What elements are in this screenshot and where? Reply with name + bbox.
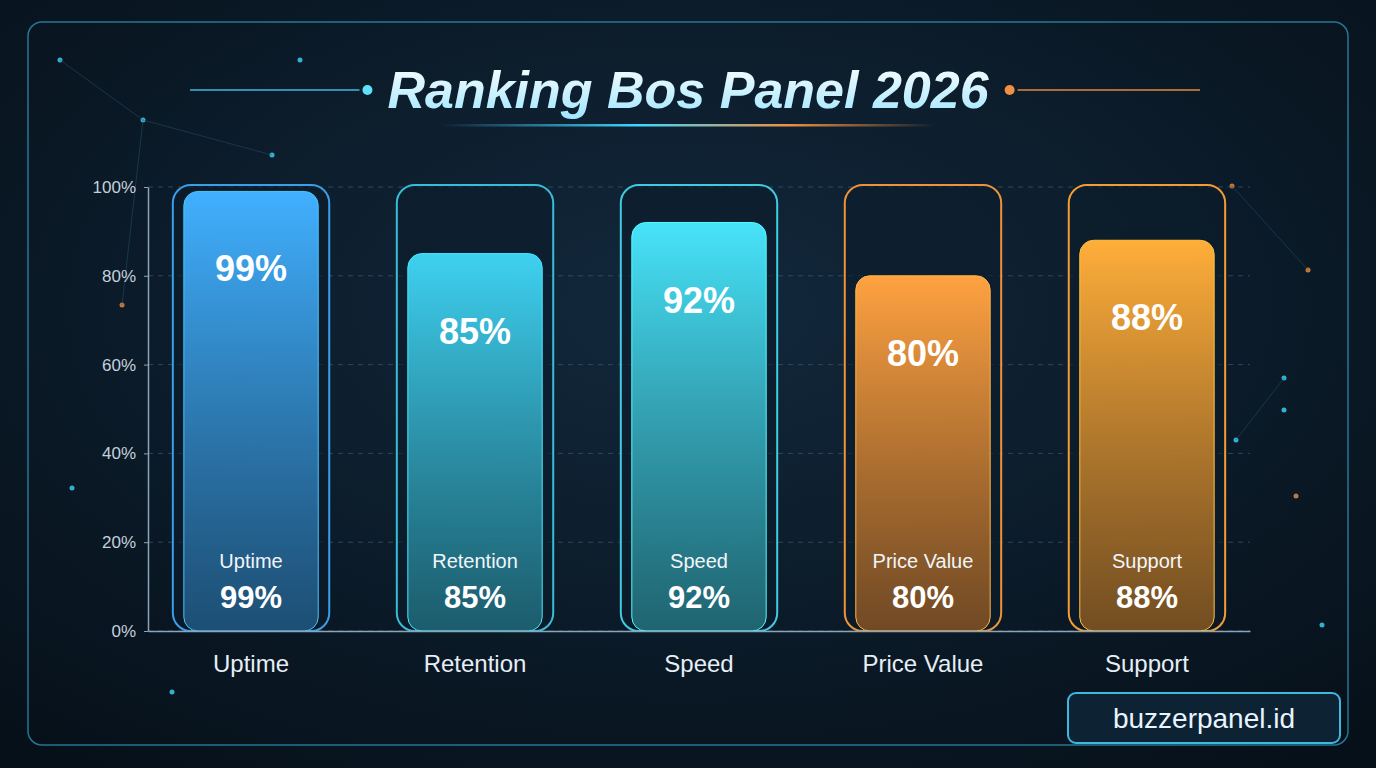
x-tick: Retention [424,631,527,677]
annotation-badge [1068,693,1340,743]
x-axis-line [149,631,1251,633]
y-tick: 60% [102,356,148,375]
chart-title: Ranking Bos Panel 2026 [387,61,989,119]
bar-track [1069,185,1225,631]
background-dot [1294,494,1299,499]
y-tick: 20% [102,533,148,552]
y-tick-mark [144,631,148,632]
background-dot [1282,408,1287,413]
bar-track [173,185,329,631]
y-tick-mark [144,453,148,454]
background-line [1232,186,1308,270]
data-label: 99% [215,248,287,289]
background-dot [298,58,303,63]
title-deco-dot [362,85,372,95]
bar [632,223,766,631]
y-tick-mark [144,365,148,366]
data-label: 85% [439,311,511,352]
y-tick-label: 40% [102,444,136,463]
bar-track [845,185,1001,631]
annotation: buzzerpanel.id [1068,693,1340,743]
x-axis: Uptime Retention Speed Price Value Support [149,631,1251,677]
title-deco-dot [1005,85,1015,95]
bar-category-label: Uptime [219,550,282,572]
frame [28,22,1348,745]
x-tick-label: Speed [664,650,733,677]
background-line [143,120,272,155]
x-tick: Speed [664,631,733,677]
data-label: 80% [892,580,954,615]
title-deco-line [1018,89,1200,91]
y-tick: 0% [111,622,148,641]
data-labels: 99% Uptime 99% 85% Retention 85% 92% Speed 92% 80… [215,248,1183,615]
background-line [60,60,143,120]
data-label: 80% [887,333,959,374]
data-label: 92% [668,580,730,615]
x-tick-label: Price Value [863,650,984,677]
background-line [1236,378,1284,440]
bar-category-label: Support [1112,550,1182,572]
x-tick: Price Value [863,631,984,677]
y-tick-mark [144,187,148,188]
data-label: 99% [220,580,282,615]
bar [856,276,990,631]
bar [1080,240,1214,631]
y-axis: 0% 20% 40% 60% 80% 100% [93,178,149,641]
title-underline [440,124,936,127]
y-tick-label: 100% [93,178,136,197]
bar-category-label: Retention [432,550,518,572]
data-label: 92% [663,280,735,321]
y-tick-label: 20% [102,533,136,552]
data-label: 85% [444,580,506,615]
y-tick-mark [144,542,148,543]
grid [148,187,1250,631]
y-tick-label: 0% [111,622,136,641]
y-tick: 80% [102,267,148,286]
bar [184,191,318,631]
background-dot [1320,623,1325,628]
chart-canvas: Ranking Bos Panel 2026 0% 20% 40% 60% 80% 100%… [0,0,1376,768]
x-tick: Support [1105,631,1189,677]
y-tick-mark [144,276,148,277]
bar [408,254,542,631]
x-tick-label: Support [1105,650,1189,677]
annotation-text: buzzerpanel.id [1113,703,1295,734]
y-tick: 100% [93,178,148,197]
data-label: 88% [1116,580,1178,615]
background-dot [70,486,75,491]
data-label: 88% [1111,297,1183,338]
y-tick-label: 60% [102,356,136,375]
bar-category-label: Price Value [873,550,974,572]
background-dot [170,690,175,695]
y-axis-line [148,188,150,632]
bar-tracks [173,185,1225,631]
y-tick: 40% [102,444,148,463]
x-tick-label: Uptime [213,650,289,677]
x-tick: Uptime [213,631,289,677]
background [0,0,1376,768]
bars [184,191,1214,631]
y-tick-label: 80% [102,267,136,286]
bar-category-label: Speed [670,550,728,572]
bar-track [397,185,553,631]
x-tick-label: Retention [424,650,527,677]
title-deco-line [190,89,359,91]
bar-track [621,185,777,631]
background-dots [58,58,1325,695]
